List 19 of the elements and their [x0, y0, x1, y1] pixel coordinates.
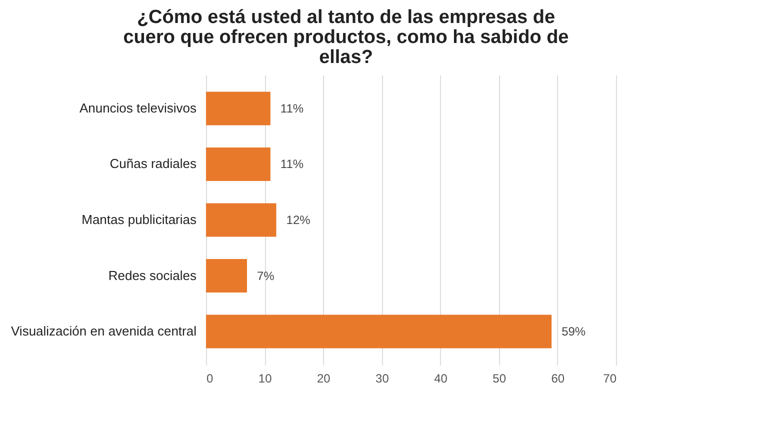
x-tick-label: 30 [376, 372, 390, 386]
x-tick-label: 10 [258, 372, 272, 386]
x-tick-label: 60 [551, 372, 565, 386]
chart-title: ¿Cómo está usted al tanto de las empresas de cuero que ofrecen productos, como ha sabido de ellas? [123, 7, 569, 68]
data-label: 11% [280, 157, 304, 172]
x-tick-label: 0 [206, 372, 214, 386]
data-label: 59% [562, 324, 586, 339]
y-tick-label: Redes sociales [108, 268, 197, 283]
x-tick-label: 70 [603, 372, 617, 386]
x-tick-label: 50 [492, 372, 506, 386]
x-tick-label: 20 [316, 372, 331, 386]
y-tick-label: Visualización en avenida central [11, 324, 197, 339]
y-tick-label: Mantas publicitarias [82, 212, 197, 227]
x-tick-label: 40 [434, 372, 448, 386]
data-label: 7% [257, 268, 275, 283]
data-label: 11% [280, 101, 304, 116]
y-tick-label: Anuncios televisivos [79, 100, 197, 116]
y-tick-label: Cuñas radiales [110, 156, 197, 172]
data-label: 12% [286, 213, 311, 227]
